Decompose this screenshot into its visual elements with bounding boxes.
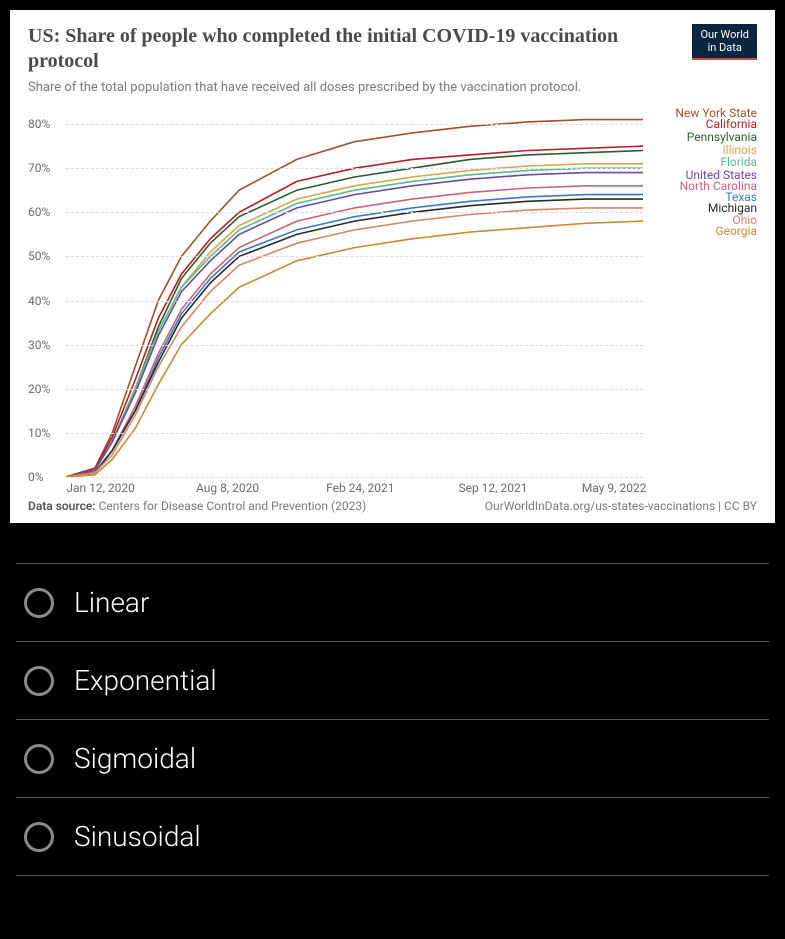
legend-label: Florida [720,155,757,169]
y-tick: 60% [28,205,50,219]
chart-lines [66,102,643,477]
series-line [66,164,643,477]
y-tick: 30% [28,338,50,352]
option-label: Exponential [74,664,217,697]
plot-area: 0%10%20%30%40%50%60%70%80%Jan 12, 2020Au… [28,102,757,477]
grid-line [66,389,643,390]
footer-link: OurWorldInData.org/us-states-vaccination… [485,499,757,513]
quiz-option[interactable]: Exponential [16,641,769,719]
y-tick: 70% [28,161,50,175]
radio-icon[interactable] [24,666,54,696]
chart-subtitle: Share of the total population that have … [28,80,757,95]
grid-line [66,212,643,213]
grid-line [66,301,643,302]
series-line [66,168,643,477]
badge-line1: Our World [700,28,749,41]
x-tick: Sep 12, 2021 [458,481,527,495]
y-tick: 10% [28,426,50,440]
x-tick: Aug 8, 2020 [196,481,259,495]
x-tick: May 9, 2022 [582,481,647,495]
option-label: Sigmoidal [74,742,196,775]
y-tick: 80% [28,117,50,131]
quiz-options: Linear Exponential Sigmoidal Sinusoidal [16,563,769,876]
x-tick: Feb 24, 2021 [326,481,394,495]
option-label: Linear [74,586,149,619]
radio-icon[interactable] [24,822,54,852]
quiz-option[interactable]: Sigmoidal [16,719,769,797]
legend-label: California [706,117,757,131]
grid-line [66,345,643,346]
chart-title: US: Share of people who completed the in… [28,24,648,74]
option-label: Sinusoidal [74,820,201,853]
grid-line [66,124,643,125]
chart-card: Our World in Data US: Share of people wh… [10,10,775,523]
radio-icon[interactable] [24,744,54,774]
y-tick: 0% [28,470,44,484]
legend-label: Georgia [715,224,757,238]
series-line [66,199,643,477]
radio-icon[interactable] [24,588,54,618]
quiz-option[interactable]: Sinusoidal [16,797,769,876]
x-tick: Jan 12, 2020 [66,481,135,495]
grid-line [66,433,643,434]
y-tick: 40% [28,294,50,308]
y-tick: 50% [28,249,50,263]
y-tick: 20% [28,382,50,396]
grid-line [66,477,643,478]
series-line [66,173,643,477]
badge-line2: in Data [700,41,749,54]
chart-footer: Data source: Centers for Disease Control… [28,499,757,513]
footer-source: Data source: Centers for Disease Control… [28,499,366,513]
owid-badge: Our World in Data [692,24,757,60]
grid-line [66,168,643,169]
grid-line [66,256,643,257]
quiz-option[interactable]: Linear [16,563,769,641]
